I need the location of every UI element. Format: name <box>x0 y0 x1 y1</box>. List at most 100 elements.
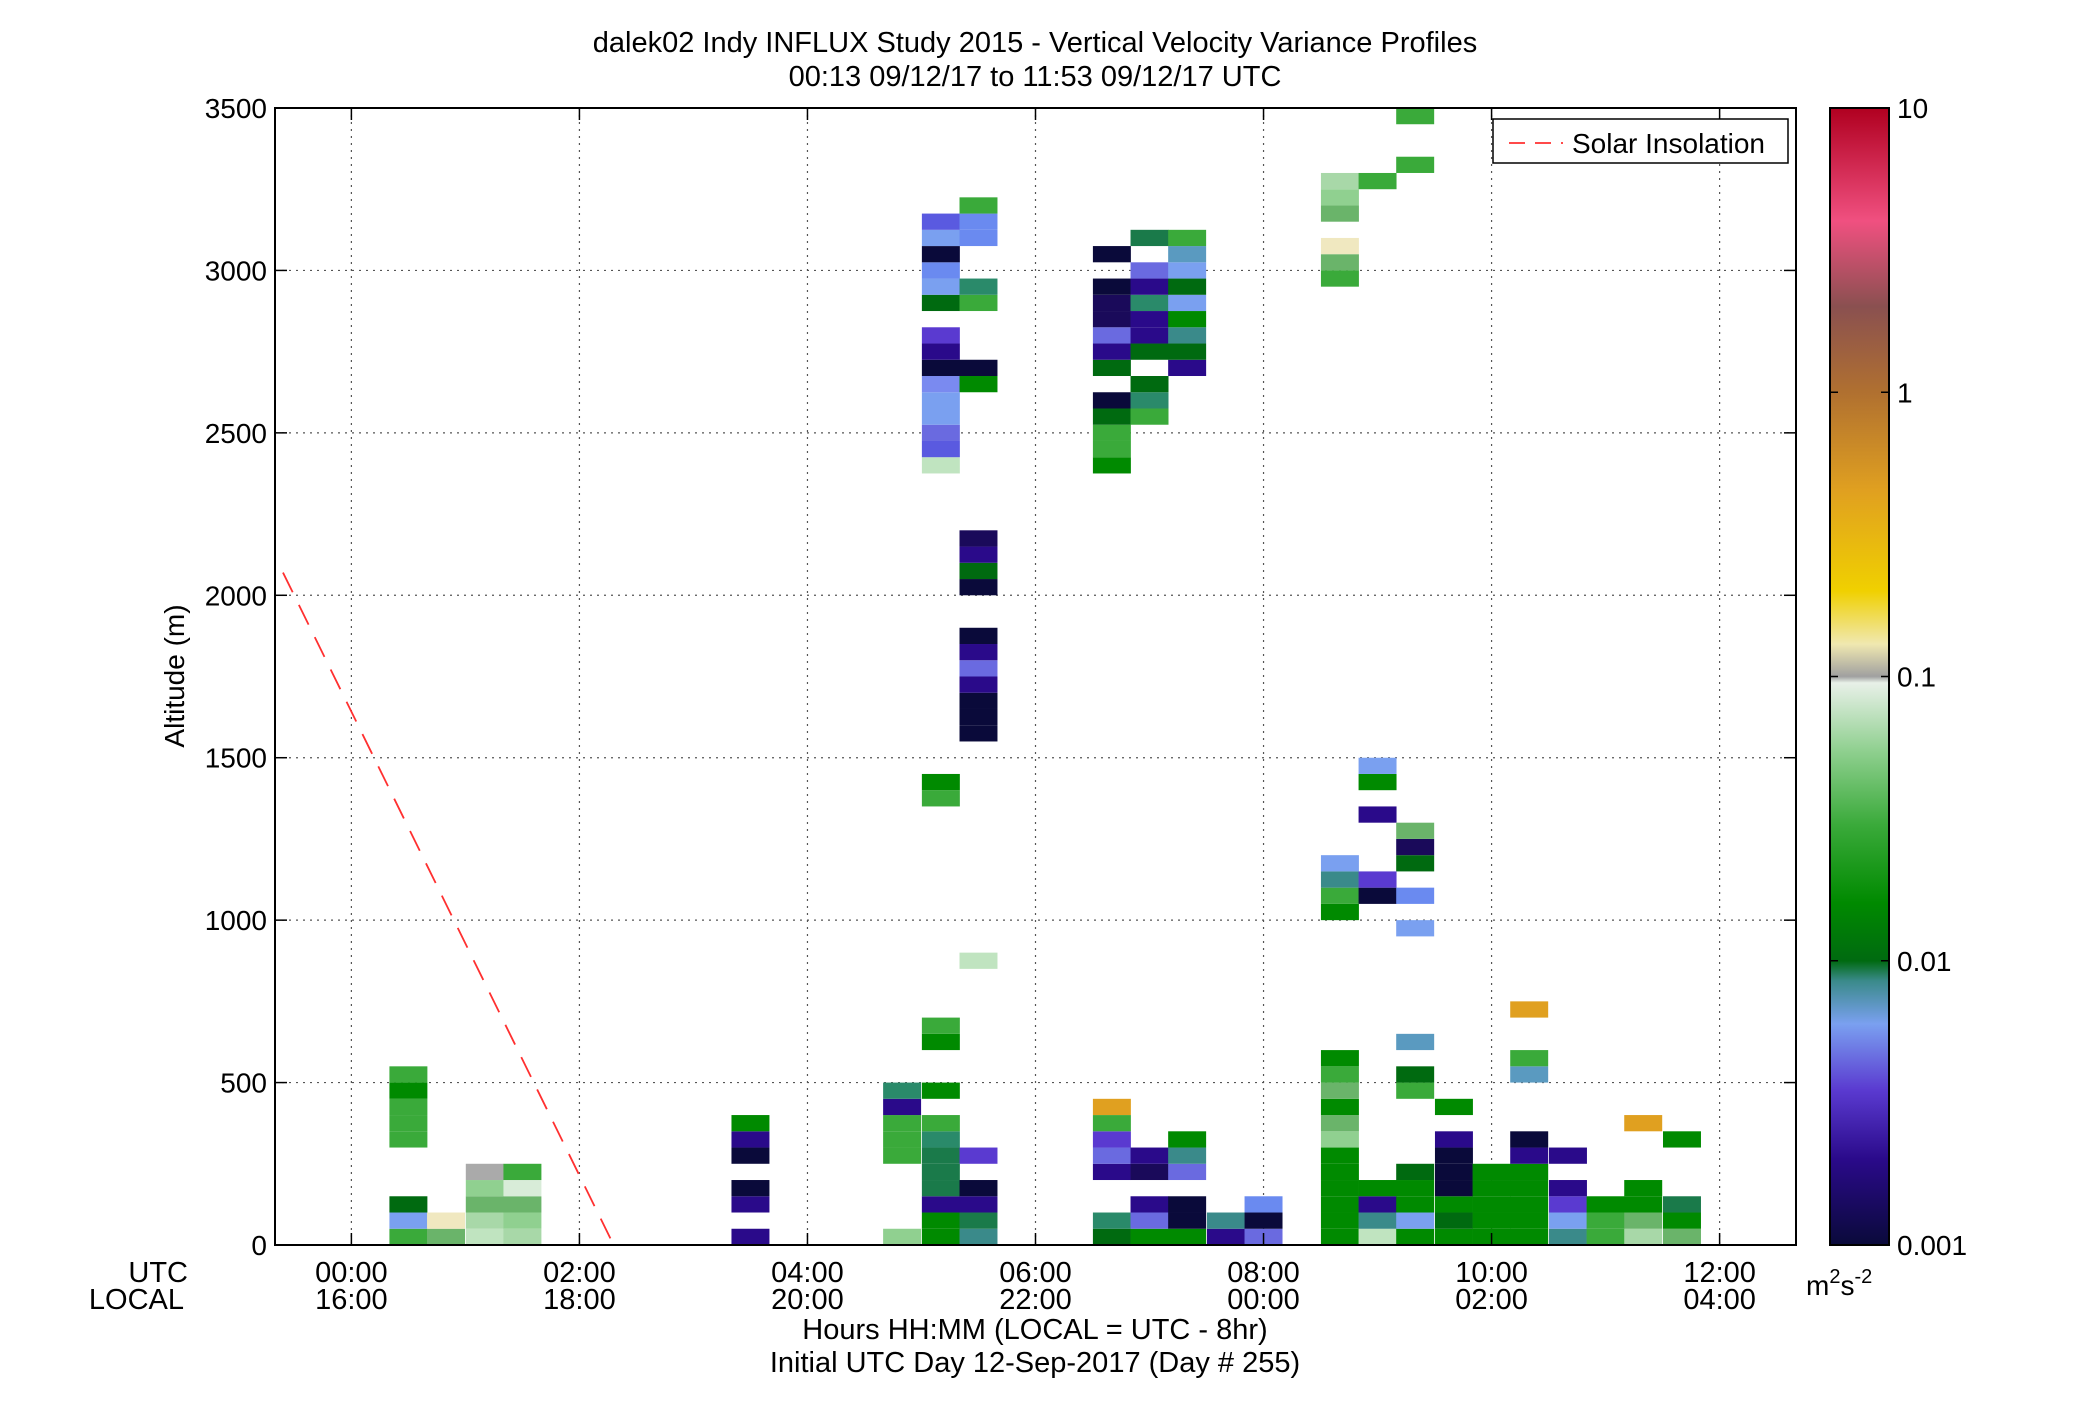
x-tick-label-local: 16:00 <box>315 1284 388 1316</box>
variance-cell <box>1092 343 1131 360</box>
variance-cell <box>503 1228 542 1245</box>
y-tick-label: 0 <box>251 1230 267 1261</box>
variance-cell <box>1320 1180 1359 1197</box>
variance-cell <box>731 1180 770 1197</box>
variance-cell <box>1624 1228 1663 1245</box>
colorbar-tick-label: 10 <box>1897 93 1928 124</box>
variance-cell <box>389 1196 428 1213</box>
variance-cell <box>921 262 960 279</box>
chart-subtitle: 00:13 09/12/17 to 11:53 09/12/17 UTC <box>789 61 1282 93</box>
variance-cell <box>959 229 998 247</box>
variance-cell <box>731 1115 770 1132</box>
variance-cell <box>1510 1001 1549 1018</box>
colorbar-ticks: 0.001 0.01 0.1 1 10 <box>1830 93 1967 1261</box>
variance-cell <box>1434 1228 1473 1245</box>
variance-cell <box>1168 278 1207 295</box>
variance-cell <box>1130 278 1169 295</box>
x-tick-label-utc: 08:00 <box>1227 1257 1300 1289</box>
variance-cell <box>1092 1163 1131 1181</box>
variance-cell <box>1510 1066 1549 1083</box>
variance-cell <box>921 294 960 312</box>
variance-cell <box>921 1115 960 1132</box>
x-axis-label: Hours HH:MM (LOCAL = UTC - 8hr) <box>802 1314 1267 1346</box>
variance-cell <box>1358 806 1397 823</box>
variance-cell <box>1244 1196 1283 1213</box>
variance-cell <box>1396 1066 1435 1083</box>
variance-cell <box>1130 408 1169 425</box>
variance-cell <box>1092 392 1131 409</box>
variance-cell <box>921 1147 960 1164</box>
variance-cell <box>959 1212 998 1229</box>
variance-cell <box>959 1180 998 1197</box>
variance-cell <box>1396 1196 1435 1213</box>
variance-cell <box>465 1212 504 1229</box>
variance-cell <box>1130 1228 1169 1245</box>
variance-cell <box>1092 457 1131 474</box>
variance-cell <box>921 1212 960 1229</box>
variance-cell <box>921 1228 960 1245</box>
variance-cell <box>1396 1082 1435 1099</box>
variance-cell <box>959 660 998 677</box>
variance-cell <box>465 1180 504 1197</box>
variance-cell <box>921 327 960 344</box>
variance-cell <box>1434 1131 1473 1148</box>
variance-cell <box>731 1196 770 1213</box>
variance-cell <box>1320 903 1359 921</box>
variance-cell <box>1130 294 1169 312</box>
variance-cell <box>1548 1147 1587 1164</box>
x-tick-label-utc: 10:00 <box>1455 1257 1528 1289</box>
variance-cell <box>1092 327 1131 344</box>
variance-cell <box>1092 408 1131 425</box>
variance-cell <box>1510 1196 1549 1213</box>
variance-cell <box>1396 1033 1435 1051</box>
x-tick-label-local: 02:00 <box>1455 1284 1528 1316</box>
variance-cell <box>503 1180 542 1197</box>
variance-cell <box>1434 1196 1473 1213</box>
variance-cell <box>1320 254 1359 271</box>
variance-cell <box>1168 343 1207 360</box>
variance-cell <box>1320 855 1359 872</box>
variance-cell <box>1092 1212 1131 1229</box>
variance-cell <box>1662 1196 1701 1213</box>
variance-cell <box>1168 246 1207 263</box>
variance-cell <box>1320 1082 1359 1099</box>
data-cells <box>389 108 1701 1245</box>
colorbar-tick-label: 0.001 <box>1897 1230 1967 1261</box>
variance-cell <box>1168 1147 1207 1164</box>
variance-cell <box>921 408 960 425</box>
variance-cell <box>1434 1212 1473 1229</box>
variance-cell <box>1320 1050 1359 1067</box>
variance-cell <box>883 1082 922 1099</box>
variance-cell <box>1396 1163 1435 1181</box>
variance-cell <box>1472 1180 1511 1197</box>
variance-cell <box>1320 189 1359 206</box>
variance-cell <box>1358 1212 1397 1229</box>
variance-cell <box>959 676 998 693</box>
variance-cell <box>921 1180 960 1197</box>
variance-cell <box>1092 424 1131 441</box>
variance-cell <box>1434 1163 1473 1181</box>
variance-cell <box>959 692 998 709</box>
variance-cell <box>1130 392 1169 409</box>
variance-cell <box>959 530 998 547</box>
colorbar-units-exp1: 2 <box>1829 1266 1840 1288</box>
x-tick-label-utc: 12:00 <box>1683 1257 1756 1289</box>
variance-cell <box>1510 1131 1549 1148</box>
variance-cell <box>1130 311 1169 328</box>
variance-cell <box>1320 871 1359 888</box>
colorbar-tick-label: 0.1 <box>1897 662 1936 693</box>
variance-cell <box>959 708 998 726</box>
variance-cell <box>921 773 960 791</box>
variance-cell <box>1092 1098 1131 1116</box>
variance-cell <box>427 1212 466 1229</box>
y-tick-label: 2500 <box>205 418 267 449</box>
y-tick-label: 1000 <box>205 905 267 936</box>
x-tick-label-local: 04:00 <box>1683 1284 1756 1316</box>
variance-cell <box>1092 294 1131 312</box>
x-row-label-utc: UTC <box>128 1257 188 1289</box>
variance-cell <box>1168 1228 1207 1245</box>
variance-cell <box>389 1066 428 1083</box>
variance-cell <box>1396 887 1435 904</box>
variance-cell <box>1548 1196 1587 1213</box>
